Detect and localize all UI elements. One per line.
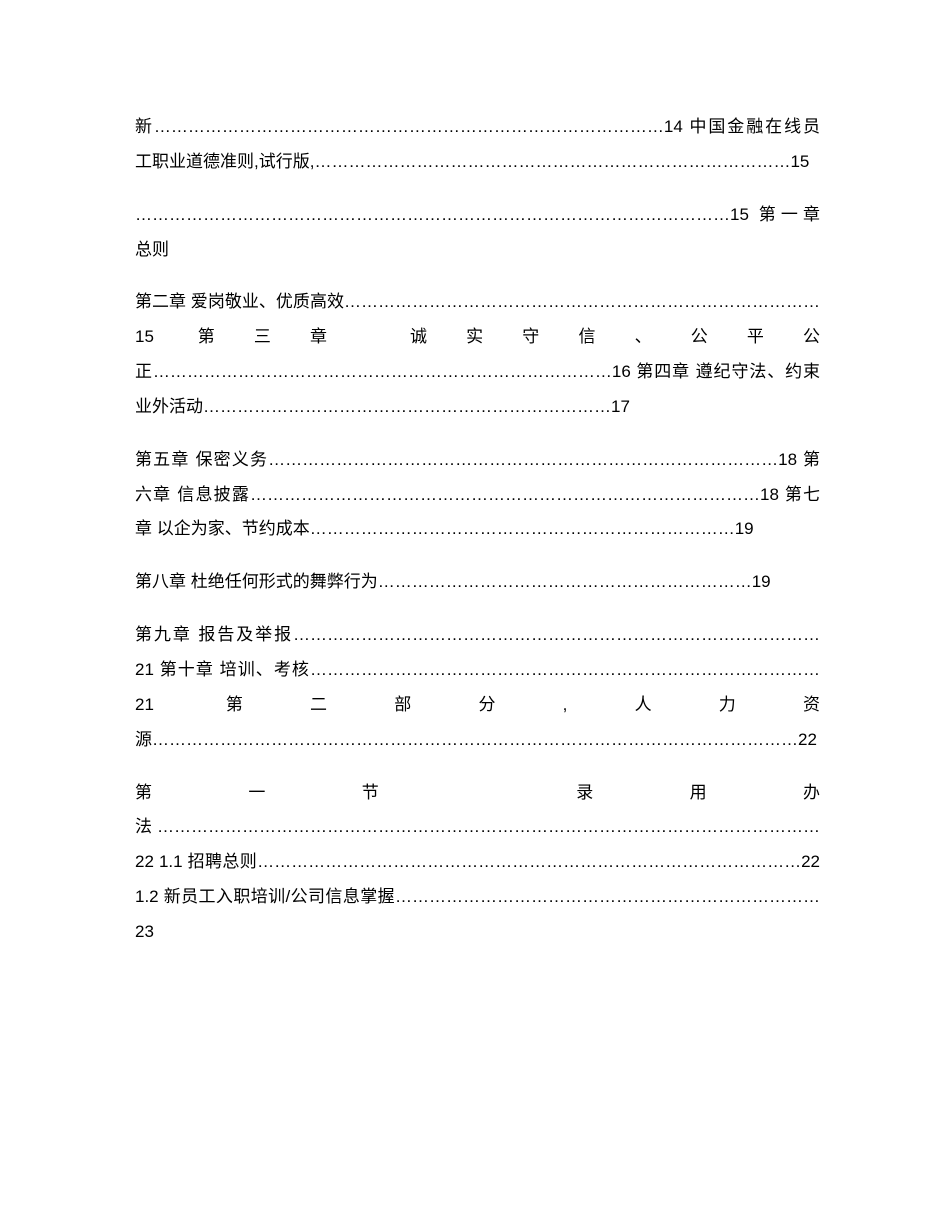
toc-paragraph-6: 第九章 报告及举报……………………………………………………………………………………	[135, 618, 820, 757]
toc-paragraph-5: 第八章 杜绝任何形式的舞弊行为…………………………………………………………19	[135, 565, 820, 600]
toc-paragraph-2: ……………………………………………………………………………………………15 第一…	[135, 198, 820, 268]
toc-paragraph-7: 第一节 录用办法………………………………………………………………………………………	[135, 776, 820, 950]
toc-paragraph-1: 新………………………………………………………………………………14 中国金融在线…	[135, 110, 820, 180]
toc-paragraph-3: 第二章 爱岗敬业、优质高效…………………………………………………………………………	[135, 285, 820, 424]
document-content: 新………………………………………………………………………………14 中国金融在线…	[135, 110, 820, 950]
toc-paragraph-4: 第五章 保密义务………………………………………………………………………………18…	[135, 443, 820, 548]
